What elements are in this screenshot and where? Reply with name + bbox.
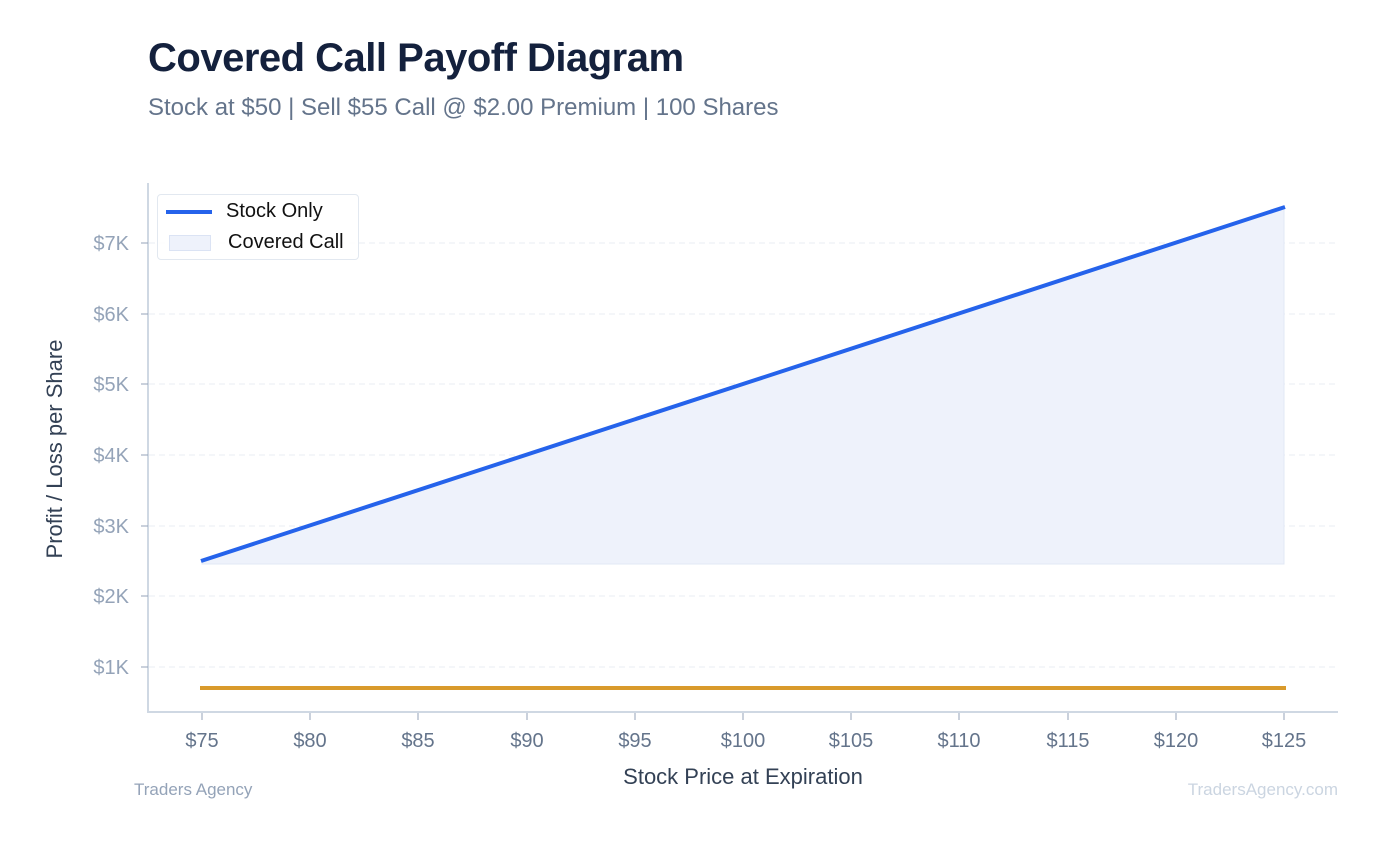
y-tick-labels: $1K $2K $3K $4K $5K $6K $7K	[93, 233, 129, 679]
y-tick-label: $7K	[93, 233, 129, 255]
x-tick-label: $110	[937, 730, 980, 752]
y-axis-title: Profit / Loss per Share	[42, 340, 67, 559]
footer-brand: Traders Agency	[134, 780, 253, 799]
y-tick-label: $1K	[93, 657, 129, 679]
line-swatch-icon	[166, 209, 212, 214]
legend-item-covered-call: Covered Call	[166, 231, 344, 254]
chart-legend: Stock Only Covered Call	[157, 194, 359, 260]
y-tick-label: $5K	[93, 374, 129, 396]
stock-only-line	[200, 205, 1286, 563]
x-tick-label: $115	[1046, 730, 1089, 752]
legend-label: Stock Only	[226, 200, 323, 222]
x-tick-label: $85	[401, 730, 434, 752]
y-tick-label: $2K	[93, 586, 129, 608]
x-tick-label: $90	[510, 730, 543, 752]
footer-website: TradersAgency.com	[1187, 780, 1338, 799]
x-tick-label: $100	[721, 730, 766, 752]
y-tick-marks	[141, 242, 148, 668]
y-tick-label: $4K	[93, 445, 129, 467]
chart-subtitle: Stock at $50 | Sell $55 Call @ $2.00 Pre…	[148, 94, 779, 121]
y-tick-label: $6K	[93, 304, 129, 326]
x-tick-label: $120	[1154, 730, 1199, 752]
x-tick-label: $125	[1262, 730, 1307, 752]
legend-item-stock-only: Stock Only	[166, 200, 323, 223]
x-tick-label: $75	[185, 730, 218, 752]
x-tick-label: $80	[293, 730, 326, 752]
y-tick-label: $3K	[93, 516, 129, 538]
legend-label: Covered Call	[228, 231, 344, 253]
x-tick-marks	[201, 713, 1285, 720]
area-swatch-icon	[169, 234, 211, 251]
x-axis-title: Stock Price at Expiration	[623, 764, 863, 789]
x-tick-labels: $75 $80 $85 $90 $95 $100 $105 $110 $115 …	[185, 730, 1306, 752]
x-tick-label: $105	[829, 730, 874, 752]
chart-title: Covered Call Payoff Diagram	[148, 36, 684, 80]
x-tick-label: $95	[618, 730, 651, 752]
